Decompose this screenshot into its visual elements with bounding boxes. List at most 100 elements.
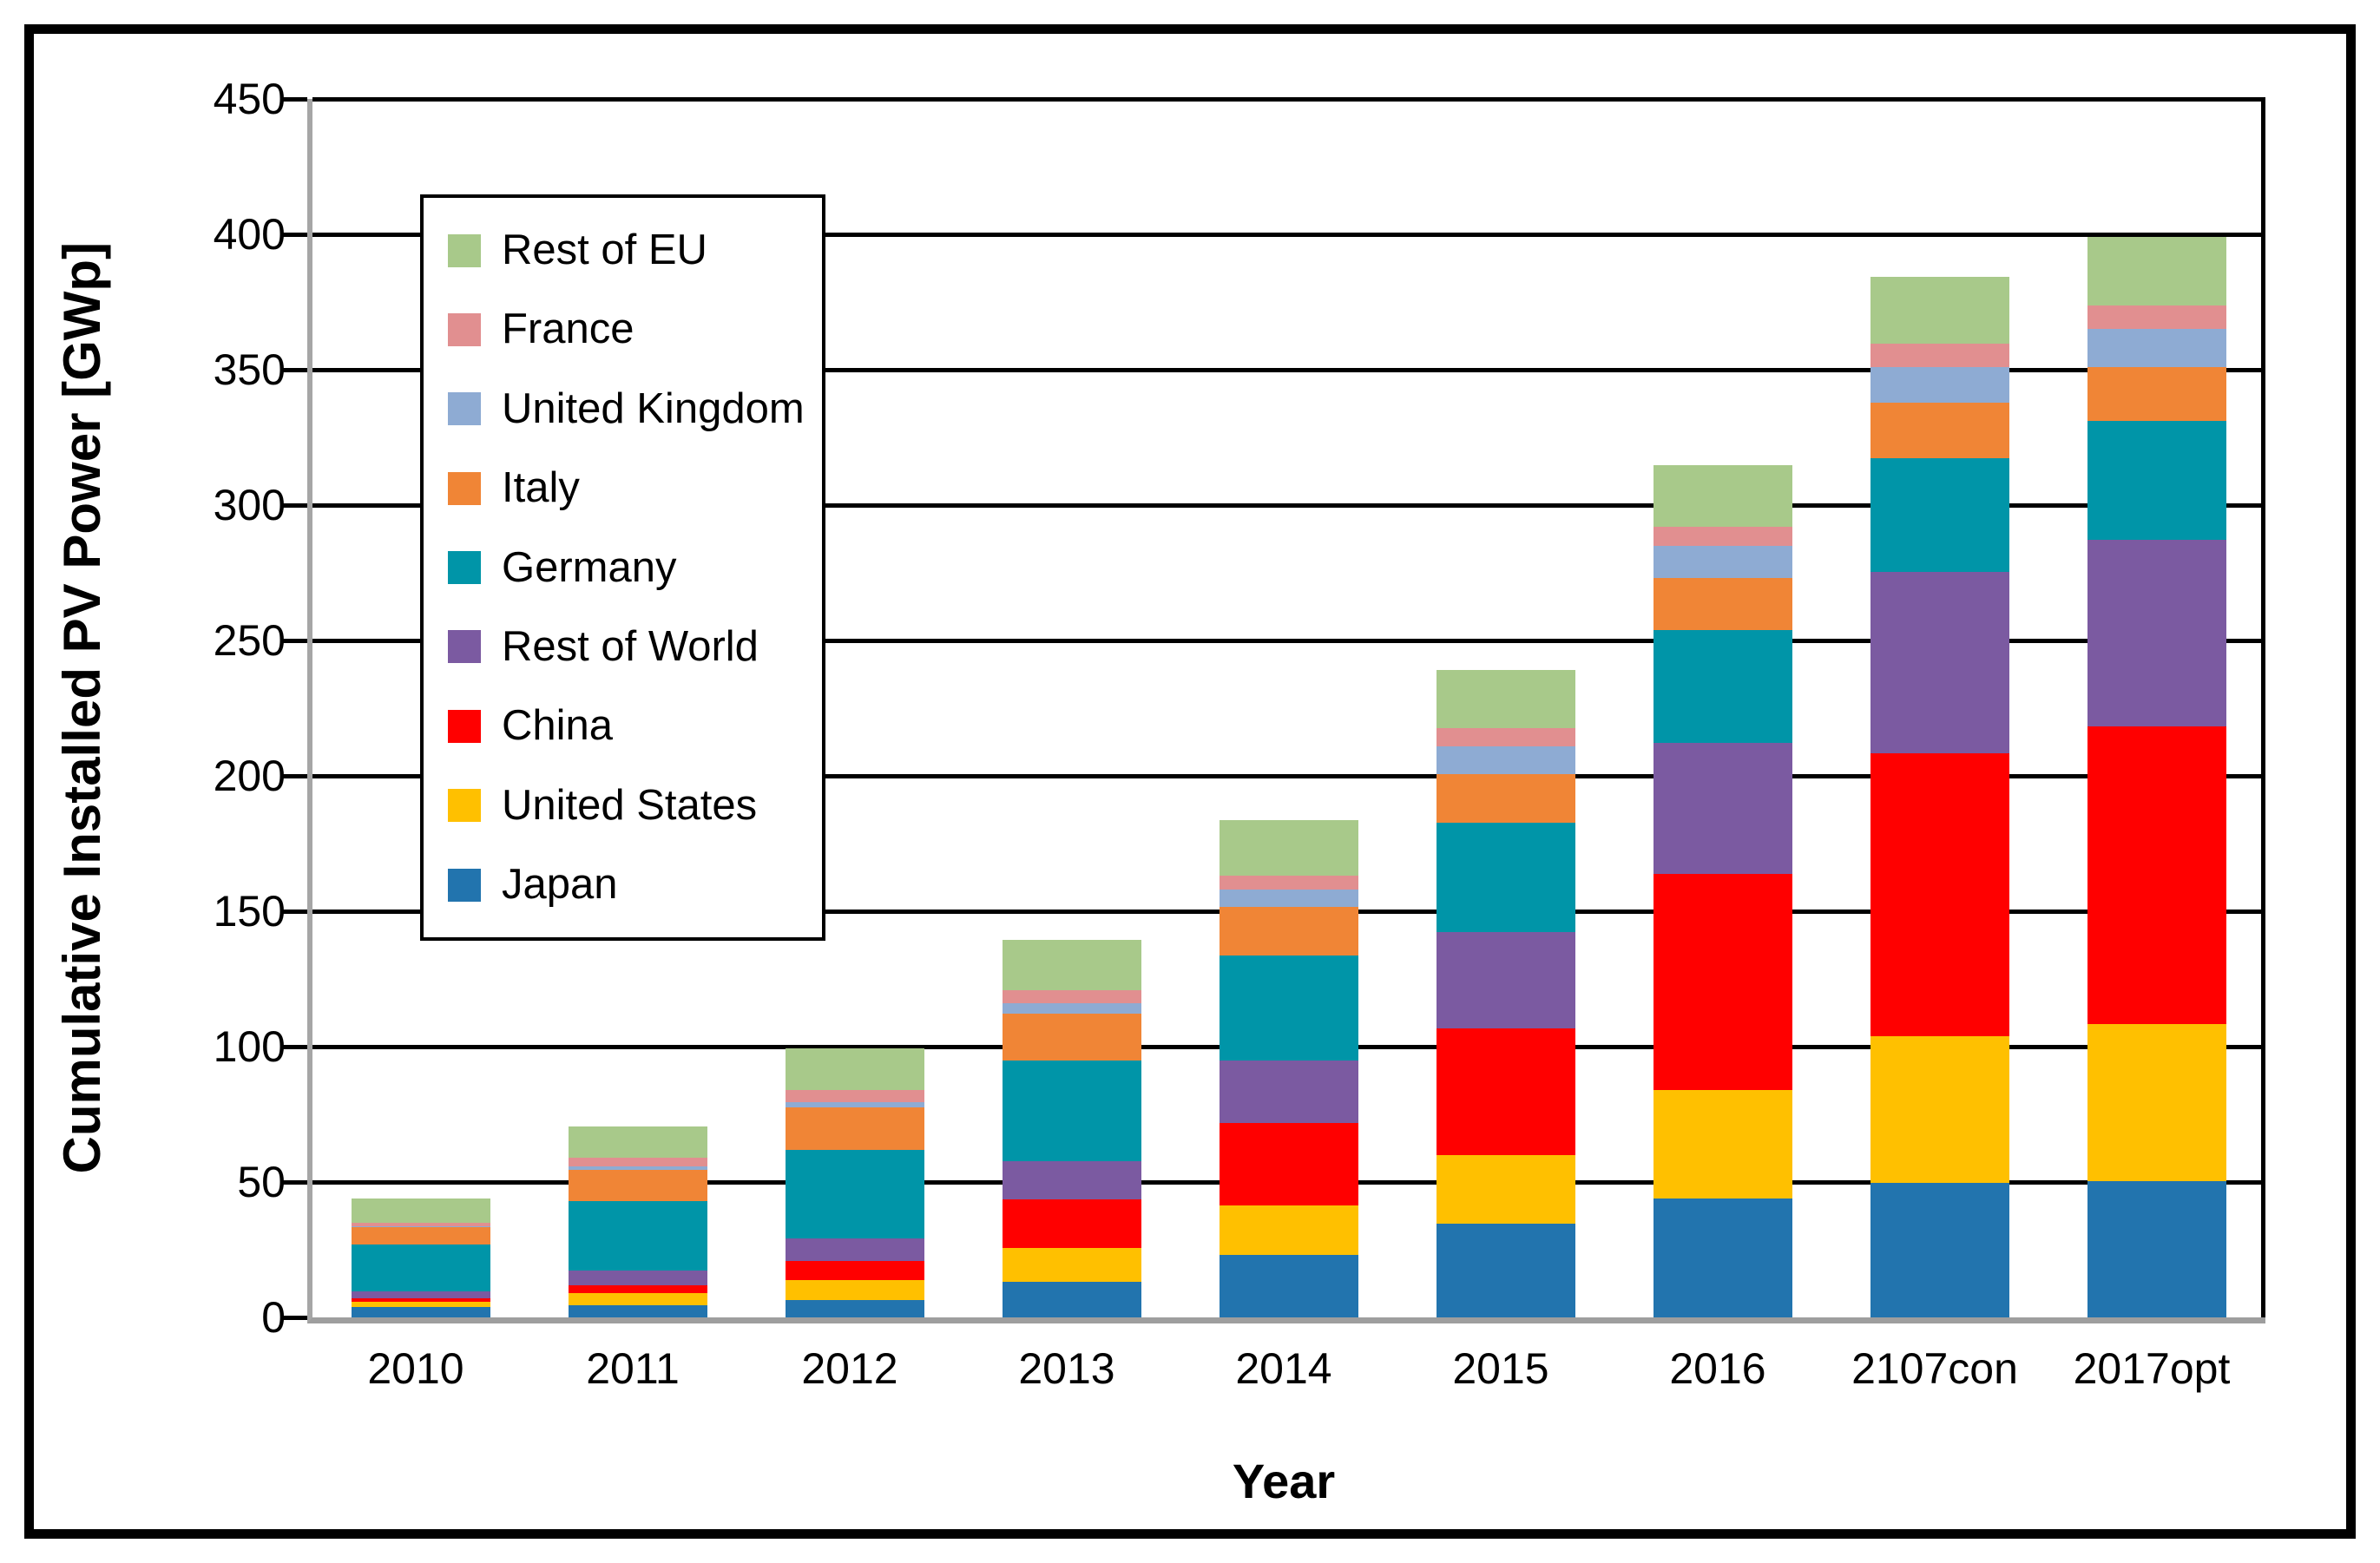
legend-item-japan: Japan bbox=[448, 864, 822, 906]
segment-italy-2015 bbox=[1437, 773, 1575, 824]
legend-color-chip-rest-of-eu bbox=[448, 233, 481, 267]
segment-china-2013 bbox=[1003, 1199, 1141, 1249]
y-tick-50 bbox=[281, 1179, 307, 1185]
segment-france-2013 bbox=[1003, 990, 1141, 1004]
segment-germany-2016 bbox=[1654, 630, 1792, 743]
bar-2107con bbox=[1870, 99, 2009, 1317]
segment-italy-2107con bbox=[1870, 402, 2009, 459]
x-tick-label-2017opt: 2017opt bbox=[2073, 1344, 2231, 1393]
x-tick-label-2011: 2011 bbox=[586, 1344, 680, 1393]
segment-rest-of-eu-2014 bbox=[1220, 819, 1358, 876]
segment-france-2012 bbox=[786, 1089, 924, 1103]
legend-color-chip-united-states bbox=[448, 789, 481, 823]
legend-item-rest-of-eu: Rest of EU bbox=[448, 229, 822, 272]
segment-japan-2016 bbox=[1654, 1199, 1792, 1317]
segment-germany-2014 bbox=[1220, 956, 1358, 1061]
gridline-400 bbox=[312, 232, 2265, 237]
legend-color-chip-italy bbox=[448, 471, 481, 505]
legend-label-rest-of-world: Rest of World bbox=[502, 622, 759, 670]
segment-france-2015 bbox=[1437, 727, 1575, 747]
y-tick-label-450: 450 bbox=[213, 75, 286, 123]
segment-united-kingdom-2107con bbox=[1870, 366, 2009, 403]
y-tick-label-400: 400 bbox=[213, 209, 286, 259]
segment-germany-2011 bbox=[569, 1201, 707, 1271]
y-tick-400 bbox=[281, 232, 307, 237]
segment-china-2011 bbox=[569, 1284, 707, 1294]
segment-france-2011 bbox=[569, 1158, 707, 1166]
segment-rest-of-eu-2017opt bbox=[2087, 236, 2226, 305]
plot-area bbox=[281, 97, 2265, 1323]
gridline-250 bbox=[312, 638, 2265, 643]
legend-item-united-states: United States bbox=[448, 784, 822, 827]
y-tick-label-50: 50 bbox=[237, 1157, 286, 1206]
segment-united-states-2015 bbox=[1437, 1155, 1575, 1225]
legend-label-china: China bbox=[502, 702, 614, 750]
segment-germany-2107con bbox=[1870, 458, 2009, 572]
segment-rest-of-eu-2013 bbox=[1003, 939, 1141, 991]
legend-item-france: France bbox=[448, 308, 822, 351]
segment-france-2010 bbox=[352, 1222, 490, 1227]
x-tick-label-2014: 2014 bbox=[1235, 1344, 1332, 1393]
legend-color-chip-france bbox=[448, 312, 481, 346]
bar-slot-2011 bbox=[529, 99, 746, 1317]
segment-germany-2017opt bbox=[2087, 420, 2226, 540]
segment-united-states-2013 bbox=[1003, 1248, 1141, 1283]
y-tick-label-100: 100 bbox=[213, 1022, 286, 1071]
legend-label-japan: Japan bbox=[502, 861, 618, 908]
segment-rest-of-eu-2016 bbox=[1654, 464, 1792, 528]
segment-rest-of-world-2017opt bbox=[2087, 539, 2226, 726]
legend-color-chip-united-kingdom bbox=[448, 392, 481, 426]
x-tick-label-2012: 2012 bbox=[801, 1344, 898, 1393]
segment-united-kingdom-2014 bbox=[1220, 890, 1358, 908]
segment-united-states-2014 bbox=[1220, 1205, 1358, 1255]
segment-france-2016 bbox=[1654, 527, 1792, 547]
segment-italy-2014 bbox=[1220, 907, 1358, 956]
segment-japan-2015 bbox=[1437, 1224, 1575, 1317]
segment-united-states-2012 bbox=[786, 1280, 924, 1301]
x-tick-label-2015: 2015 bbox=[1452, 1344, 1549, 1393]
segment-china-2010 bbox=[352, 1298, 490, 1302]
y-tick-300 bbox=[281, 502, 307, 508]
segment-united-states-2011 bbox=[569, 1293, 707, 1305]
segment-italy-2013 bbox=[1003, 1013, 1141, 1061]
segment-italy-2017opt bbox=[2087, 366, 2226, 421]
y-axis-title: Cumulative Installed PV Power [GWp] bbox=[34, 99, 129, 1317]
segment-united-kingdom-2015 bbox=[1437, 746, 1575, 774]
legend-label-france: France bbox=[502, 305, 634, 353]
x-tick-label-2010: 2010 bbox=[367, 1344, 464, 1393]
bar-2014 bbox=[1220, 99, 1358, 1317]
y-tick-label-350: 350 bbox=[213, 345, 286, 394]
legend: Rest of EU France United Kingdom Italy Germa… bbox=[420, 194, 825, 941]
y-tick-200 bbox=[281, 774, 307, 778]
y-tick-350 bbox=[281, 367, 307, 372]
segment-china-2017opt bbox=[2087, 726, 2226, 1025]
gridline-300 bbox=[312, 502, 2265, 508]
segment-japan-2107con bbox=[1870, 1182, 2009, 1317]
segment-italy-2016 bbox=[1654, 578, 1792, 631]
segment-rest-of-world-2014 bbox=[1220, 1060, 1358, 1123]
segment-rest-of-eu-2010 bbox=[352, 1199, 490, 1223]
bar-slot-2017opt bbox=[2048, 99, 2265, 1317]
bar-2012 bbox=[786, 99, 924, 1317]
bar-2013 bbox=[1003, 99, 1141, 1317]
segment-japan-2011 bbox=[569, 1304, 707, 1317]
legend-item-china: China bbox=[448, 705, 822, 747]
segment-rest-of-world-2013 bbox=[1003, 1161, 1141, 1199]
legend-label-germany: Germany bbox=[502, 543, 677, 591]
segment-rest-of-eu-2012 bbox=[786, 1047, 924, 1090]
y-tick-450 bbox=[281, 97, 307, 102]
gridline-350 bbox=[312, 367, 2265, 372]
segment-japan-2012 bbox=[786, 1300, 924, 1317]
plot-right-border bbox=[2261, 99, 2265, 1317]
segment-rest-of-world-2011 bbox=[569, 1271, 707, 1285]
segment-united-kingdom-2016 bbox=[1654, 546, 1792, 579]
segment-united-states-2010 bbox=[352, 1301, 490, 1307]
legend-item-italy: Italy bbox=[448, 467, 822, 509]
segment-france-2017opt bbox=[2087, 305, 2226, 330]
segment-germany-2010 bbox=[352, 1244, 490, 1291]
segment-rest-of-eu-2107con bbox=[1870, 276, 2009, 345]
segment-italy-2010 bbox=[352, 1226, 490, 1244]
segment-china-2012 bbox=[786, 1261, 924, 1281]
bar-slot-2016 bbox=[1614, 99, 1831, 1317]
segment-united-states-2107con bbox=[1870, 1035, 2009, 1183]
